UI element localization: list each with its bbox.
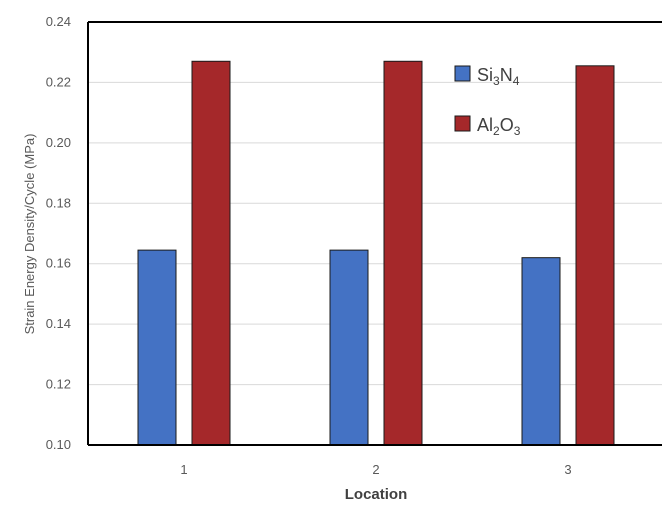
bar-si3n4-location-1 <box>137 249 177 446</box>
y-tick-label: 0.24 <box>46 14 71 29</box>
x-axis-title: Location <box>345 486 408 503</box>
legend-text-part: N <box>500 65 513 85</box>
y-tick-label: 0.22 <box>46 74 71 89</box>
legend-text-part: 3 <box>493 74 500 88</box>
legend-text-part: Si <box>477 65 493 85</box>
legend-label-al2o3: Al2O3 <box>477 115 521 138</box>
y-tick-labels: 0.10 0.12 0.14 0.16 0.18 0.20 0.22 0.24 <box>46 14 71 452</box>
y-tick-label: 0.14 <box>46 316 71 331</box>
x-tick-label: 3 <box>564 462 571 477</box>
bars <box>137 60 615 446</box>
legend-label-si3n4: Si3N4 <box>477 65 520 88</box>
legend-text-part: O <box>500 115 514 135</box>
x-tick-label: 2 <box>372 462 379 477</box>
gridlines <box>88 81 662 386</box>
legend-text-part: Al <box>477 115 493 135</box>
x-tick-labels: 1 2 3 <box>180 462 571 477</box>
legend-swatch-al2o3 <box>454 115 471 132</box>
y-tick-label: 0.12 <box>46 377 71 392</box>
bar-al2o3-location-3 <box>575 65 615 446</box>
legend-swatch-si3n4 <box>454 65 471 82</box>
y-axis-title: Strain Energy Density/Cycle (MPa) <box>22 134 37 335</box>
y-tick-label: 0.10 <box>46 437 71 452</box>
legend-text-part: 2 <box>493 124 500 138</box>
bar-si3n4-location-2 <box>329 249 369 446</box>
y-tick-label: 0.20 <box>46 135 71 150</box>
y-tick-label: 0.16 <box>46 256 71 271</box>
legend-text-part: 4 <box>513 74 520 88</box>
legend-text-part: 3 <box>514 124 521 138</box>
bar-al2o3-location-1 <box>191 60 231 446</box>
bar-si3n4-location-3 <box>521 257 561 446</box>
bar-al2o3-location-2 <box>383 60 423 446</box>
x-tick-label: 1 <box>180 462 187 477</box>
y-tick-label: 0.18 <box>46 195 71 210</box>
